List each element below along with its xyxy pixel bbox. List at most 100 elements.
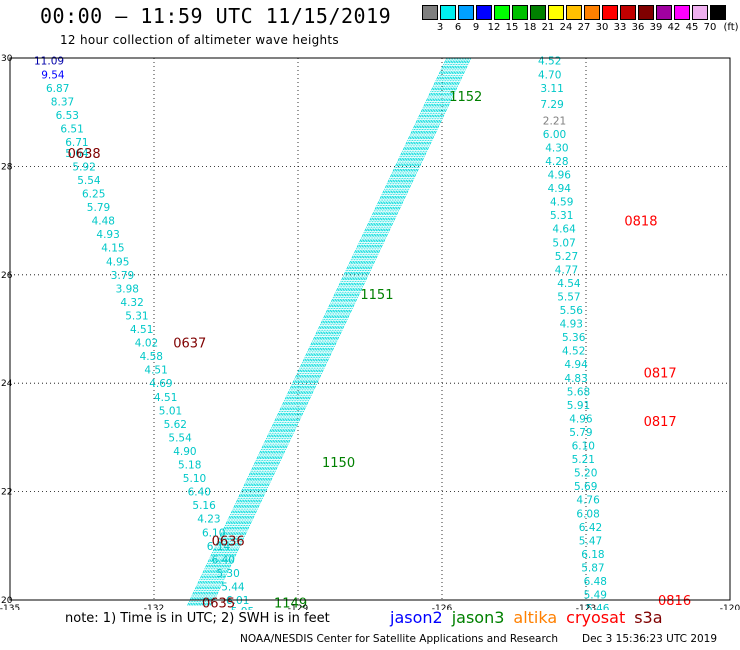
wave-height-value: 7.29 bbox=[540, 99, 563, 111]
colorbar-swatch bbox=[494, 5, 510, 20]
colorbar-swatch bbox=[440, 5, 456, 20]
wave-height-value: 6.40 bbox=[212, 554, 235, 566]
wave-height-value: 5.47 bbox=[579, 535, 602, 547]
colorbar-label: 6 bbox=[454, 22, 462, 33]
credit-text: NOAA/NESDIS Center for Satellite Applica… bbox=[240, 633, 558, 645]
legend-cryosat: cryosat bbox=[566, 608, 626, 627]
x-tick-label: -120 bbox=[720, 604, 740, 610]
wave-height-value: 4.93 bbox=[560, 319, 583, 331]
track-band-stroke bbox=[196, 57, 457, 606]
pass-time-label: 1152 bbox=[449, 90, 482, 105]
track-band-stroke bbox=[190, 57, 451, 606]
colorbar-label: 70 bbox=[703, 22, 717, 33]
pass-time-label: 0817 bbox=[644, 366, 677, 381]
wave-height-value: 4.64 bbox=[552, 224, 576, 236]
wave-height-value: 4.51 bbox=[144, 365, 167, 377]
axis-ticks: -135 -132 -129 -126 -123 -120 30 28 26 24 22 20 bbox=[0, 54, 740, 610]
wave-height-value: 5.10 bbox=[183, 473, 206, 485]
colorbar-swatch bbox=[674, 5, 690, 20]
track-band-stroke bbox=[204, 57, 465, 606]
track-band-stroke bbox=[195, 57, 456, 606]
wave-height-value: 4.23 bbox=[197, 514, 220, 526]
colorbar-label: 36 bbox=[631, 22, 645, 33]
wave-height-value: 4.52 bbox=[562, 346, 585, 358]
colorbar-label: 39 bbox=[649, 22, 663, 33]
x-tick-label: -132 bbox=[144, 604, 164, 610]
track-band-stroke bbox=[206, 57, 467, 606]
wave-height-value: 5.57 bbox=[557, 291, 580, 303]
wave-height-value: 5.01 bbox=[159, 405, 182, 417]
wave-height-value: 5.68 bbox=[567, 386, 590, 398]
wave-height-value: 6.08 bbox=[576, 508, 599, 520]
satellite-legend: jason2 jason3 altika cryosat s3a bbox=[390, 608, 672, 627]
wave-height-value: 5.92 bbox=[72, 161, 95, 173]
wave-height-value: 5.95 bbox=[231, 606, 254, 610]
colorbar-swatch bbox=[476, 5, 492, 20]
pass-time-label: 0816 bbox=[658, 594, 691, 609]
wave-height-value: 4.69 bbox=[149, 378, 172, 390]
colorbar-swatch bbox=[458, 5, 474, 20]
y-tick-label: 26 bbox=[1, 271, 13, 281]
colorbar-swatch bbox=[692, 5, 708, 20]
wave-height-value: 8.37 bbox=[51, 96, 74, 108]
wave-height-value: 5.54 bbox=[168, 432, 192, 444]
legend-s3a: s3a bbox=[634, 608, 663, 627]
wave-height-value: 5.79 bbox=[569, 427, 592, 439]
wave-height-value: 6.51 bbox=[60, 123, 83, 135]
wave-height-value: 5.07 bbox=[552, 237, 575, 249]
pass-time-label: 0635 bbox=[202, 597, 235, 610]
track-band-stroke bbox=[209, 57, 470, 606]
wave-height-value: 5.31 bbox=[550, 210, 573, 222]
wave-height-value: 3.11 bbox=[540, 83, 563, 95]
wave-height-value: 9.54 bbox=[41, 69, 65, 81]
wave-height-value: 4.28 bbox=[545, 156, 568, 168]
wave-height-value: 4.94 bbox=[548, 183, 572, 195]
wave-height-value: 3.98 bbox=[116, 283, 139, 295]
wave-height-value: 5.36 bbox=[562, 332, 586, 344]
track-band-stroke bbox=[203, 57, 464, 606]
wave-height-value: 4.32 bbox=[120, 297, 143, 309]
map-frame bbox=[9, 57, 731, 601]
wave-height-value: 6.53 bbox=[56, 110, 79, 122]
page-title: 00:00 – 11:59 UTC 11/15/2019 bbox=[40, 4, 392, 28]
wave-height-value: 5.16 bbox=[192, 500, 216, 512]
wave-height-value: 5.62 bbox=[164, 419, 187, 431]
colorbar-label: 12 bbox=[487, 22, 501, 33]
colorbar-label: 24 bbox=[559, 22, 573, 33]
colorbar-swatch bbox=[584, 5, 600, 20]
track-band-stroke bbox=[211, 57, 472, 606]
legend-jason3: jason3 bbox=[451, 608, 505, 627]
wave-height-value: 4.90 bbox=[173, 446, 196, 458]
wave-height-value: 5.46 bbox=[586, 603, 610, 610]
y-tick-label: 20 bbox=[1, 596, 13, 606]
track-band-stroke bbox=[187, 57, 448, 606]
jason3-track-band bbox=[187, 57, 472, 606]
wave-height-value: 4.48 bbox=[92, 216, 115, 228]
colorbar-label: 21 bbox=[541, 22, 555, 33]
colorbar-label: 27 bbox=[577, 22, 591, 33]
wave-height-value: 6.48 bbox=[584, 576, 607, 588]
wave-height-value: 5.31 bbox=[125, 310, 148, 322]
wave-height-value: 5.18 bbox=[178, 460, 201, 472]
wave-height-value: 4.02 bbox=[135, 338, 158, 350]
wave-height-value: 5.30 bbox=[216, 568, 239, 580]
track-band-stroke bbox=[198, 57, 459, 606]
colorbar-swatch bbox=[530, 5, 546, 20]
units-note: note: 1) Time is in UTC; 2) SWH is in fe… bbox=[65, 611, 330, 626]
wave-height-value: 5.64 bbox=[65, 148, 89, 160]
wave-height-value: 5.21 bbox=[572, 454, 595, 466]
x-tick-label: -135 bbox=[0, 604, 20, 610]
pass-time-label: 0637 bbox=[173, 337, 206, 352]
track-band-stroke bbox=[199, 57, 461, 606]
pass-time-label: 0817 bbox=[644, 415, 677, 430]
wave-height-value: 3.79 bbox=[111, 270, 134, 282]
pass-time-label: 0636 bbox=[212, 534, 245, 549]
colorbar-units: (ft) bbox=[723, 22, 739, 33]
page-subtitle: 12 hour collection of altimeter wave hei… bbox=[60, 33, 339, 47]
timestamp-text: Dec 3 15:36:23 UTC 2019 bbox=[582, 633, 718, 645]
colorbar-label: 15 bbox=[505, 22, 519, 33]
colorbar-label: 45 bbox=[685, 22, 699, 33]
colorbar-swatch bbox=[422, 5, 438, 20]
y-tick-label: 28 bbox=[1, 162, 13, 172]
colorbar-label: 18 bbox=[523, 22, 537, 33]
